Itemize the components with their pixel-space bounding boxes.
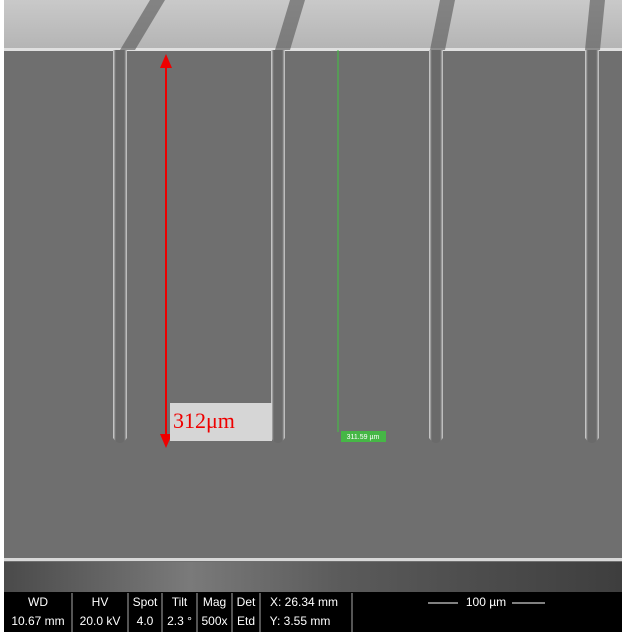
page: {"annotation": {"depth_label": "312μm", …: [0, 0, 622, 632]
trench: [271, 50, 285, 443]
depth-label: 312μm: [173, 408, 235, 433]
databar-value: Etd: [237, 614, 255, 628]
databar-value: 4.0: [137, 614, 154, 628]
bottom-layer: [4, 562, 622, 592]
top-layer: [4, 0, 622, 50]
databar-value: 10.67 mm: [11, 614, 64, 628]
scale-label: 100 µm: [466, 595, 506, 609]
databar-value: 2.3 °: [167, 614, 192, 628]
stage-x: X: 26.34 mm: [270, 595, 338, 609]
databar-header: Det: [237, 595, 256, 609]
databar-header: Tilt: [172, 595, 188, 609]
trench: [429, 50, 443, 443]
databar-header: Spot: [133, 595, 158, 609]
databar-header: WD: [28, 595, 48, 609]
databar-header: HV: [92, 595, 109, 609]
bottom-edge: [4, 558, 622, 561]
substrate: [4, 0, 622, 592]
trench: [113, 50, 127, 443]
databar-value: 500x: [201, 614, 227, 628]
databar-value: 20.0 kV: [80, 614, 121, 628]
measure-label: 311.59 µm: [347, 434, 380, 441]
trench: [585, 50, 599, 443]
surface-edge: [4, 48, 622, 51]
stage-y: Y: 3.55 mm: [270, 614, 331, 628]
databar-header: Mag: [203, 595, 226, 609]
sem-image: 311.59 µm 312μm WD 10.67 mm HV 20.0 kV Spot 4…: [0, 0, 622, 632]
